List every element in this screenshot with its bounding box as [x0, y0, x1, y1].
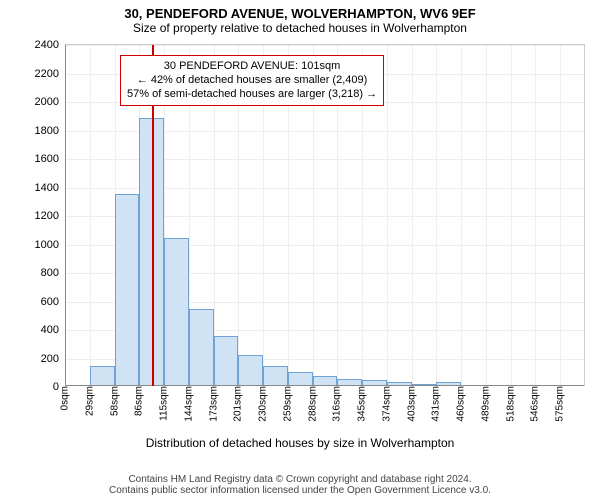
x-tick-label: 288sqm	[307, 386, 318, 422]
histogram-bar	[164, 238, 189, 386]
histogram-bar	[238, 355, 263, 386]
histogram-bar	[214, 336, 238, 386]
y-tick-label: 200	[41, 353, 65, 365]
gridline-v	[486, 45, 487, 386]
histogram-bar	[115, 194, 139, 386]
x-tick-label: 403sqm	[406, 386, 417, 422]
x-tick-label: 460sqm	[456, 386, 467, 422]
y-tick-label: 2400	[35, 39, 65, 51]
footer-line1: Contains HM Land Registry data © Crown c…	[0, 474, 600, 485]
y-tick-label: 1800	[35, 125, 65, 137]
x-tick-label: 518sqm	[505, 386, 516, 422]
x-tick-label: 374sqm	[381, 386, 392, 422]
y-tick-label: 1400	[35, 182, 65, 194]
annotation-line2: ← 42% of detached houses are smaller (2,…	[127, 74, 377, 88]
footer-line2: Contains public sector information licen…	[0, 485, 600, 496]
annotation-line3: 57% of semi-detached houses are larger (…	[127, 88, 377, 102]
x-tick-label: 201sqm	[233, 386, 244, 422]
x-tick-label: 86sqm	[134, 386, 145, 416]
y-tick-label: 1200	[35, 210, 65, 222]
x-tick-label: 144sqm	[183, 386, 194, 422]
x-tick-label: 58sqm	[109, 386, 120, 416]
x-tick-label: 0sqm	[60, 386, 71, 410]
gridline-v	[461, 45, 462, 386]
x-tick-label: 173sqm	[208, 386, 219, 422]
x-tick-label: 29sqm	[84, 386, 95, 416]
x-tick-label: 345sqm	[357, 386, 368, 422]
histogram-bar	[189, 309, 214, 386]
annotation-line1: 30 PENDEFORD AVENUE: 101sqm	[127, 60, 377, 74]
chart-subtitle: Size of property relative to detached ho…	[0, 21, 600, 35]
histogram-bar	[288, 372, 313, 386]
gridline-v	[412, 45, 413, 386]
chart-footer: Contains HM Land Registry data © Crown c…	[0, 474, 600, 496]
histogram-bar	[90, 366, 115, 386]
x-tick-label: 230sqm	[258, 386, 269, 422]
y-tick-label: 2200	[35, 68, 65, 80]
gridline-v	[560, 45, 561, 386]
chart-container: 30, PENDEFORD AVENUE, WOLVERHAMPTON, WV6…	[0, 0, 600, 500]
x-tick-label: 115sqm	[159, 386, 170, 421]
y-tick-label: 2000	[35, 96, 65, 108]
gridline-v	[511, 45, 512, 386]
x-tick-label: 259sqm	[282, 386, 293, 422]
gridline-v	[90, 45, 91, 386]
gridline-h	[65, 45, 584, 46]
plot-area: 0200400600800100012001400160018002000220…	[65, 44, 585, 386]
y-axis-line	[65, 45, 66, 386]
annotation-box: 30 PENDEFORD AVENUE: 101sqm ← 42% of det…	[120, 55, 384, 106]
x-tick-label: 546sqm	[530, 386, 541, 422]
y-tick-label: 1600	[35, 153, 65, 165]
chart-title: 30, PENDEFORD AVENUE, WOLVERHAMPTON, WV6…	[0, 0, 600, 21]
gridline-v	[535, 45, 536, 386]
y-tick-label: 400	[41, 324, 65, 336]
x-tick-label: 489sqm	[480, 386, 491, 422]
x-tick-label: 316sqm	[332, 386, 343, 422]
x-tick-label: 431sqm	[431, 386, 442, 422]
gridline-v	[436, 45, 437, 386]
histogram-bar	[263, 366, 288, 386]
gridline-v	[387, 45, 388, 386]
x-tick-label: 575sqm	[555, 386, 566, 422]
x-axis-label: Distribution of detached houses by size …	[0, 436, 600, 450]
y-tick-label: 1000	[35, 239, 65, 251]
y-tick-label: 600	[41, 296, 65, 308]
y-tick-label: 800	[41, 267, 65, 279]
x-axis-line	[65, 385, 584, 386]
